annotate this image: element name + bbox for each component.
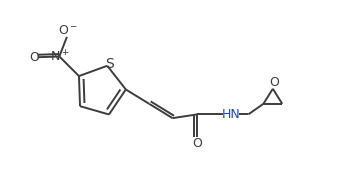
Text: O: O xyxy=(29,51,39,64)
Text: O$^-$: O$^-$ xyxy=(58,24,78,37)
Text: O: O xyxy=(269,76,279,89)
Text: S: S xyxy=(105,56,114,70)
Text: O: O xyxy=(192,136,202,149)
Text: N$^+$: N$^+$ xyxy=(49,49,69,64)
Text: HN: HN xyxy=(222,108,240,121)
